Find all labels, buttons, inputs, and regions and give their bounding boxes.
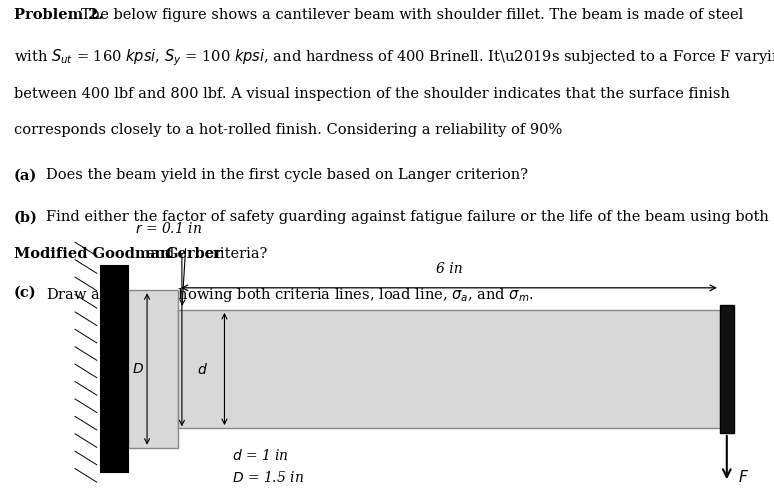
Text: $F$: $F$ [738,469,749,485]
Text: between 400 lbf and 800 lbf. A visual inspection of the shoulder indicates that : between 400 lbf and 800 lbf. A visual in… [14,87,730,101]
Text: (c): (c) [14,286,36,300]
Text: Draw a diagram showing both criteria lines, load line, $\sigma_a$, and $\sigma_m: Draw a diagram showing both criteria lin… [46,286,534,304]
Text: $D$: $D$ [132,362,144,376]
Text: Modified Goodman: Modified Goodman [14,247,170,261]
Text: $D$ = 1.5 in: $D$ = 1.5 in [232,470,304,485]
Text: $d$ = 1 in: $d$ = 1 in [232,448,289,462]
Text: with $S_{ut}$ = 160 $\it{kpsi}$, $S_y$ = 100 $\it{kpsi}$, and hardness of 400 Br: with $S_{ut}$ = 160 $\it{kpsi}$, $S_y$ =… [14,48,774,68]
Text: (b): (b) [14,210,38,224]
Text: criteria?: criteria? [200,247,268,261]
Text: 6 in: 6 in [436,262,462,276]
Text: corresponds closely to a hot-rolled finish. Considering a reliability of 90%: corresponds closely to a hot-rolled fini… [14,123,562,137]
Text: and: and [142,247,179,261]
Text: Gerber: Gerber [166,247,222,261]
Text: Does the beam yield in the first cycle based on Langer criterion?: Does the beam yield in the first cycle b… [46,168,529,182]
Text: $d$: $d$ [197,362,208,376]
Bar [128,290,178,448]
Text: (a): (a) [14,168,37,182]
Bar [178,310,720,428]
Text: Problem 2.: Problem 2. [14,8,104,23]
Bar [101,266,128,472]
Text: Find either the factor of safety guarding against fatigue failure or the life of: Find either the factor of safety guardin… [46,210,769,224]
Bar [720,305,734,433]
Text: $r$ = 0.1 in: $r$ = 0.1 in [135,221,203,236]
Text: The below figure shows a cantilever beam with shoulder fillet. The beam is made : The below figure shows a cantilever beam… [81,8,744,23]
